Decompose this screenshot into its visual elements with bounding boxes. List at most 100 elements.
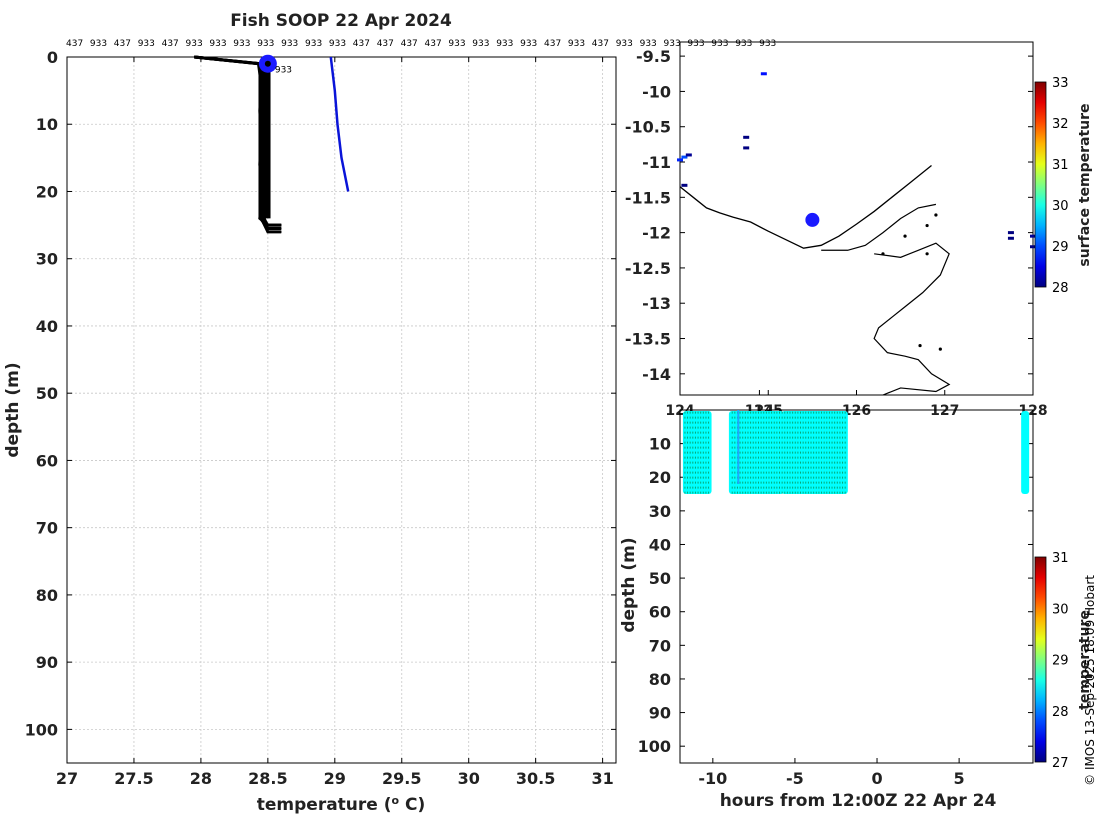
profile-top-label: 933 (520, 39, 537, 49)
map-coastline (821, 203, 937, 251)
profile-x-tick-label: 28.5 (248, 769, 287, 788)
profile-top-label: 437 (66, 39, 83, 49)
ts-data-block (781, 411, 848, 495)
map-island (881, 252, 885, 256)
temp-colorbar-label: temperature (1077, 610, 1093, 710)
profile-top-label: 437 (377, 39, 394, 49)
ts-y-tick-label: 30 (649, 502, 671, 521)
surface-colorbar-tick-label: 30 (1052, 199, 1069, 214)
ts-y-tick-label: 60 (649, 603, 671, 622)
profile-title: Fish SOOP 22 Apr 2024 (230, 11, 452, 31)
map-y-tick-label: -9.5 (636, 47, 671, 66)
profile-y-tick-label: 50 (36, 384, 58, 403)
profile-top-label: 933 (616, 39, 633, 49)
temp-colorbar-tick-label: 31 (1052, 551, 1069, 566)
profile-y-tick-label: 90 (36, 653, 58, 672)
ts-y-tick-label: 20 (649, 468, 671, 487)
map-x-tick-label: 127 (930, 403, 959, 419)
profile-x-axis-label: temperature (o C) (257, 794, 426, 816)
map-y-tick-label: -12.5 (625, 259, 671, 278)
profile-top-label: 437 (544, 39, 561, 49)
profile-top-label: 933 (329, 39, 346, 49)
profile-y-tick-label: 40 (36, 317, 58, 336)
profile-y-tick-label: 60 (36, 451, 58, 470)
ts-y-tick-label: 10 (649, 435, 671, 454)
map-observation-point (681, 183, 688, 187)
ts-data-block (1021, 411, 1030, 495)
profile-top-label: 933 (687, 39, 704, 49)
map-observation-point (743, 135, 750, 139)
profile-top-label: 933 (186, 39, 203, 49)
profile-x-tick-label: 27.5 (114, 769, 153, 788)
surface-colorbar-tick-label: 28 (1052, 281, 1069, 296)
map-y-tick-label: -13.5 (625, 330, 671, 349)
ts-x-tick-label: -5 (786, 769, 804, 788)
profile-top-label: 933 (664, 39, 681, 49)
ts-y-tick-label: 40 (649, 535, 671, 554)
profile-top-label: 933 (209, 39, 226, 49)
profile-x-tick-label: 27 (56, 769, 78, 788)
map-observation-point (1007, 236, 1014, 240)
ts-x-axis-label: hours from 12:00Z 22 Apr 24 (720, 791, 997, 811)
profile-top-label: 437 (425, 39, 442, 49)
surface-colorbar (1034, 81, 1047, 288)
ts-y-tick-label: 100 (638, 737, 671, 756)
surface-colorbar-tick-label: 33 (1052, 76, 1069, 91)
profile-top-label: 933 (472, 39, 489, 49)
profile-marker-center (264, 60, 271, 67)
profile-y-tick-label: 80 (36, 586, 58, 605)
profile-y-tick-label: 0 (47, 48, 58, 67)
temp-colorbar-tick-label: 30 (1052, 602, 1069, 617)
ts-y-tick-label: 90 (649, 704, 671, 723)
map-island (934, 213, 938, 217)
profile-x-tick-label: 30 (458, 769, 480, 788)
map-observation-point (760, 72, 767, 76)
profile-x-tick-label: 29.5 (382, 769, 421, 788)
ts-y-tick-label: 80 (649, 670, 671, 689)
map-y-tick-label: -11.5 (625, 188, 671, 207)
ts-x-tick-label: 5 (954, 769, 965, 788)
ts-y-tick-label: 70 (649, 636, 671, 655)
map-y-tick-label: -14 (642, 365, 671, 384)
map-y-tick-label: -12 (642, 224, 671, 243)
ts-x-tick-label: 0 (871, 769, 882, 788)
map-observation-point (1007, 231, 1014, 235)
profile-top-label: 933 (305, 39, 322, 49)
profile-blue-curve (329, 56, 350, 192)
profile-x-tick-label: 30.5 (516, 769, 555, 788)
profile-top-label: 437 (401, 39, 418, 49)
ts-axes-frame (679, 409, 1034, 764)
profile-top-label: 437 (353, 39, 370, 49)
profile-y-tick-label: 30 (36, 250, 58, 269)
profile-x-tick-label: 28 (190, 769, 212, 788)
profile-top-label: 933 (759, 39, 776, 49)
surface-colorbar-label: surface temperature (1077, 103, 1093, 266)
map-coastline (873, 242, 951, 396)
profile-curve-band (258, 70, 271, 219)
map-observation-point (1030, 234, 1036, 238)
profile-top-label: 933 (233, 39, 250, 49)
profile-top-label: 933 (448, 39, 465, 49)
profile-top-label: 437 (162, 39, 179, 49)
map-vessel-marker (805, 212, 820, 227)
ts-y-tick-label: 50 (649, 569, 671, 588)
map-observation-point (1030, 245, 1036, 249)
profile-top-label: 933 (90, 39, 107, 49)
map-island (938, 347, 942, 351)
profile-top-label: 933 (640, 39, 657, 49)
map-island (925, 252, 929, 256)
profile-x-tick-label: 31 (591, 769, 613, 788)
map-observation-point (685, 153, 692, 157)
map-observation-point (681, 155, 688, 159)
credit-text: © IMOS 13-Sep-2025 18:09 Hobart (1083, 575, 1097, 786)
profile-top-label: 933 (257, 39, 274, 49)
profile-top-label: 933 (711, 39, 728, 49)
surface-colorbar-tick-label: 31 (1052, 158, 1069, 173)
profile-top-label: 437 (114, 39, 131, 49)
temp-colorbar (1034, 556, 1047, 763)
profile-top-label: 437 (592, 39, 609, 49)
temp-colorbar-tick-label: 27 (1052, 756, 1069, 771)
surface-colorbar-tick-label: 32 (1052, 117, 1069, 132)
ts-x-tick-label: -10 (698, 769, 727, 788)
